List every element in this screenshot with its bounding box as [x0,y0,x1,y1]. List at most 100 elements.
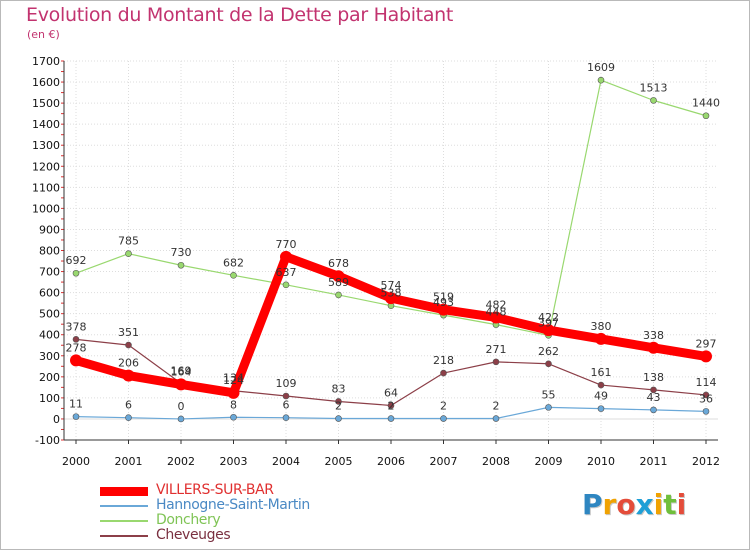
data-label: 692 [66,254,87,267]
data-label: 64 [384,386,398,399]
data-point [280,250,292,263]
data-point [700,350,712,363]
data-label: 351 [118,326,139,339]
x-tick-label: 2003 [220,455,248,468]
y-tick-label: 1100 [32,181,60,194]
y-tick-label: 1700 [32,55,60,68]
data-label: 678 [328,257,349,270]
data-point [385,292,397,305]
data-point [702,408,710,415]
data-point [492,415,500,422]
data-label: 338 [643,329,664,342]
data-point [122,369,135,382]
data-point [702,112,710,120]
data-label: 1513 [640,81,668,94]
data-label: 519 [433,291,454,304]
legend-label: Donchery [156,512,221,528]
data-point [70,354,82,367]
chart-subtitle: (en €) [27,28,60,41]
data-label: 785 [118,235,139,248]
data-point [177,261,185,269]
y-tick-label: 500 [39,308,60,321]
data-point [490,311,502,324]
data-label: 770 [276,238,297,251]
y-tick-label: 700 [39,266,60,279]
legend-swatch [100,535,148,537]
data-point [387,415,395,422]
x-tick-label: 2004 [272,455,300,468]
data-point [332,270,345,283]
data-label: 114 [696,376,717,389]
data-point [597,381,605,389]
data-point [545,404,552,411]
data-point [647,341,660,354]
x-tick-label: 2002 [167,455,195,468]
y-tick-label: -100 [35,434,60,447]
data-label: 138 [643,371,664,384]
data-point [492,358,500,366]
y-tick-label: 1000 [32,202,60,215]
data-label: 378 [66,320,87,333]
y-tick-label: 1300 [32,139,60,152]
x-tick-label: 2000 [62,455,90,468]
series-lines [70,76,712,423]
data-label: 8 [230,398,237,411]
data-label: 482 [486,298,507,311]
data-point [545,360,552,368]
legend-label: Hannogne-Saint-Martin [156,497,310,513]
y-tick-label: 1500 [32,97,60,110]
legend-label: VILLERS-SUR-BAR [156,482,274,498]
data-point [650,406,657,414]
data-label: 262 [538,345,559,358]
data-point [125,414,132,421]
data-label: 397 [538,316,559,329]
data-label: 206 [118,357,139,370]
data-label: 164 [171,365,192,378]
data-label: 493 [433,296,454,309]
data-label: 43 [647,391,661,404]
data-label: 2 [335,400,342,413]
data-point [177,415,185,423]
data-point [335,291,342,299]
axes: -100 0 100 200 300 400 500 600 700 800 900 1000 1100… [32,55,720,468]
data-point [230,272,237,279]
data-labels: 2782061641247706785745194824223803382971… [66,61,721,413]
chart-title: Evolution du Montant de la Dette par Hab… [26,4,454,26]
x-tick-label: 2006 [377,455,405,468]
data-label: 297 [696,337,717,350]
data-point [440,369,447,377]
data-label: 134 [223,372,244,385]
data-label: 0 [178,400,185,413]
data-label: 448 [486,306,507,319]
data-label: 2 [493,400,500,413]
data-point [437,303,450,316]
data-label: 6 [283,399,290,412]
legend-label: Cheveuges [156,527,231,543]
data-point [72,413,80,420]
data-point [125,341,132,349]
data-point [597,405,605,412]
data-point [440,415,447,422]
y-tick-label: 1600 [32,76,60,89]
data-label: 49 [594,390,608,403]
data-label: 637 [276,266,297,279]
data-label: 574 [381,279,402,292]
data-point [227,386,240,399]
data-label: 278 [66,341,87,354]
data-label: 55 [542,388,556,401]
data-label: 109 [276,377,297,390]
y-tick-label: 900 [39,223,60,236]
x-tick-label: 2012 [692,455,720,468]
data-point [650,97,657,104]
legend-swatch [100,486,148,496]
data-label: 271 [486,343,507,356]
data-label: 83 [332,382,346,395]
y-tick-label: 200 [39,371,60,384]
proxiti-logo: Proxiti [582,488,687,521]
data-label: 169 [171,364,192,377]
x-tick-label: 2005 [325,455,353,468]
data-point [387,402,395,409]
data-label: 124 [223,374,244,387]
data-label: 2 [440,400,447,413]
